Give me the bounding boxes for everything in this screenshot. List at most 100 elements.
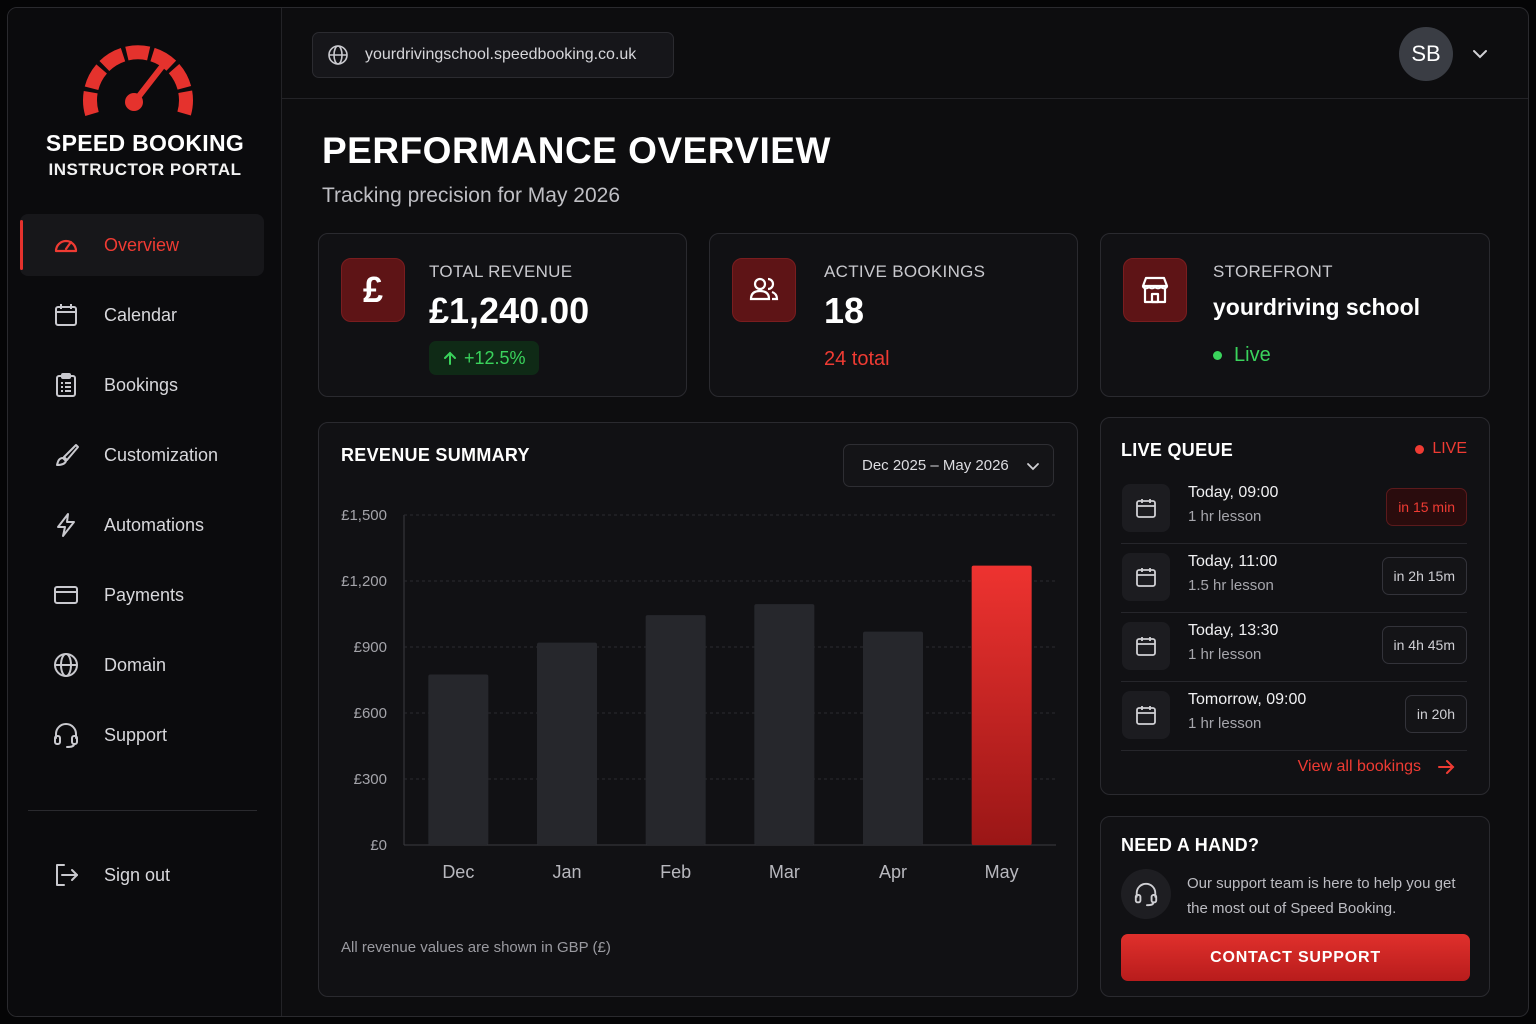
- calendar-icon: [1122, 622, 1170, 670]
- queue-item-time: Today, 09:00: [1188, 484, 1279, 501]
- help-title: NEED A HAND?: [1121, 835, 1260, 855]
- lightning-icon: [52, 511, 80, 539]
- live-queue-card: LIVE QUEUE LIVE Today, 09:00 1 hr lesson…: [1100, 417, 1490, 795]
- total-revenue-card: £ TOTAL REVENUE £1,240.00 +12.5%: [318, 233, 687, 397]
- x-tick-label: Dec: [442, 862, 474, 882]
- sign-out-label: Sign out: [104, 864, 171, 885]
- queue-item-time: Tomorrow, 09:00: [1188, 691, 1307, 708]
- calendar-icon: [1122, 484, 1170, 532]
- revenue-change-badge: +12.5%: [429, 341, 539, 375]
- sidebar: SPEED BOOKING INSTRUCTOR PORTAL Overview…: [8, 8, 282, 1016]
- sidebar-item-label: Support: [104, 724, 168, 745]
- bar-may[interactable]: [971, 565, 1032, 845]
- bar-apr[interactable]: [863, 631, 923, 845]
- chevron-down-icon: [1027, 463, 1039, 471]
- clipboard-icon: [52, 371, 80, 399]
- paintbrush-icon: [52, 441, 80, 469]
- revenue-summary-title: REVENUE SUMMARY: [341, 445, 530, 465]
- sidebar-item-customization[interactable]: Customization: [20, 424, 264, 486]
- queue-item[interactable]: Today, 09:00 1 hr lesson in 15 min: [1121, 476, 1467, 544]
- queue-item-eta: in 15 min: [1386, 488, 1467, 526]
- arrow-up-icon: [444, 351, 456, 365]
- live-label: LIVE: [1432, 440, 1467, 457]
- sign-out-button[interactable]: Sign out: [20, 844, 264, 906]
- queue-item-duration: 1 hr lesson: [1188, 715, 1262, 732]
- speedometer-icon: [52, 231, 80, 259]
- queue-item[interactable]: Today, 13:30 1 hr lesson in 4h 45m: [1121, 614, 1467, 682]
- total-revenue-value: £1,240.00: [429, 290, 590, 331]
- sidebar-item-domain[interactable]: Domain: [20, 634, 264, 696]
- brand-title: SPEED BOOKING: [45, 130, 245, 156]
- sidebar-item-overview[interactable]: Overview: [20, 214, 264, 276]
- calendar-icon: [52, 301, 80, 329]
- storefront-name: yourdriving school: [1213, 294, 1421, 320]
- total-revenue-label: TOTAL REVENUE: [429, 262, 573, 281]
- page-title: PERFORMANCE OVERVIEW: [322, 130, 831, 171]
- topbar: yourdrivingschool.speedbooking.co.uk SB: [282, 8, 1528, 99]
- sidebar-item-label: Automations: [104, 514, 205, 535]
- avatar[interactable]: SB: [1399, 27, 1453, 81]
- sidebar-item-label: Overview: [104, 234, 180, 255]
- sidebar-item-label: Bookings: [104, 374, 179, 395]
- y-tick-label: £900: [354, 639, 387, 656]
- view-all-bookings-link[interactable]: View all bookings: [1298, 758, 1455, 776]
- x-tick-label: Mar: [769, 862, 800, 882]
- date-range-select[interactable]: Dec 2025 – May 2026: [843, 444, 1054, 487]
- live-indicator: LIVE: [1415, 440, 1467, 458]
- chevron-down-icon[interactable]: [1470, 44, 1490, 64]
- headset-icon: [1121, 869, 1171, 919]
- domain-url-bar[interactable]: yourdrivingschool.speedbooking.co.uk: [312, 32, 674, 78]
- x-tick-label: Feb: [660, 862, 691, 882]
- bar-dec[interactable]: [428, 674, 489, 846]
- calendar-icon: [1122, 553, 1170, 601]
- sidebar-item-label: Customization: [104, 444, 219, 465]
- queue-item[interactable]: Tomorrow, 09:00 1 hr lesson in 20h: [1121, 683, 1467, 751]
- queue-item-duration: 1 hr lesson: [1188, 508, 1262, 525]
- sidebar-nav: Overview Calendar Bookings Customization: [20, 214, 264, 774]
- page-subtitle: Tracking precision for May 2026: [322, 184, 621, 207]
- queue-item[interactable]: Today, 11:00 1.5 hr lesson in 2h 15m: [1121, 545, 1467, 613]
- x-tick-label: Jan: [552, 862, 581, 882]
- storefront-status: Live: [1213, 344, 1271, 367]
- bar-mar[interactable]: [754, 604, 815, 845]
- bar-feb[interactable]: [645, 615, 706, 845]
- sign-out-icon: [52, 861, 80, 889]
- revenue-bar-chart: £0 £300 £600 £900 £1,200 £1,500 Dec Jan Feb Mar A…: [341, 507, 1056, 882]
- storefront-status-label: Live: [1234, 344, 1271, 366]
- sidebar-item-automations[interactable]: Automations: [20, 494, 264, 556]
- storefront-icon: [1123, 258, 1187, 322]
- y-tick-label: £1,500: [341, 507, 387, 524]
- queue-item-duration: 1.5 hr lesson: [1188, 577, 1274, 594]
- y-tick-label: £300: [354, 771, 387, 788]
- pound-icon: £: [341, 258, 405, 322]
- bookings-total: 24 total: [824, 348, 890, 370]
- live-dot: [1415, 444, 1425, 454]
- sidebar-item-support[interactable]: Support: [20, 704, 264, 766]
- revenue-summary-card: REVENUE SUMMARY Dec 2025 – May 2026 £0 £3…: [318, 422, 1078, 997]
- sidebar-item-label: Domain: [104, 654, 167, 675]
- sidebar-item-calendar[interactable]: Calendar: [20, 284, 264, 346]
- x-tick-label: Apr: [879, 862, 907, 882]
- x-tick-label: May: [985, 862, 1019, 882]
- date-range-value: Dec 2025 – May 2026: [862, 457, 1009, 474]
- sidebar-item-bookings[interactable]: Bookings: [20, 354, 264, 416]
- contact-support-button[interactable]: CONTACT SUPPORT: [1121, 934, 1470, 981]
- queue-item-duration: 1 hr lesson: [1188, 646, 1262, 663]
- app-window: SPEED BOOKING INSTRUCTOR PORTAL Overview…: [7, 7, 1529, 1017]
- bar-jan[interactable]: [537, 642, 597, 845]
- view-all-bookings-label: View all bookings: [1297, 758, 1421, 775]
- live-queue-title: LIVE QUEUE: [1121, 440, 1234, 460]
- active-bookings-value: 18: [824, 290, 865, 331]
- y-tick-label: £1,200: [341, 573, 387, 590]
- active-bookings-label: ACTIVE BOOKINGS: [824, 262, 986, 281]
- users-icon: [732, 258, 796, 322]
- queue-item-eta: in 2h 15m: [1381, 557, 1467, 595]
- y-tick-label: £600: [354, 705, 387, 722]
- calendar-icon: [1122, 691, 1170, 739]
- domain-url-text: yourdrivingschool.speedbooking.co.uk: [365, 46, 637, 63]
- queue-item-eta: in 20h: [1404, 695, 1467, 733]
- sidebar-item-label: Calendar: [104, 304, 178, 325]
- headset-icon: [52, 721, 80, 749]
- sidebar-item-payments[interactable]: Payments: [20, 564, 264, 626]
- brand-subtitle: INSTRUCTOR PORTAL: [48, 160, 242, 179]
